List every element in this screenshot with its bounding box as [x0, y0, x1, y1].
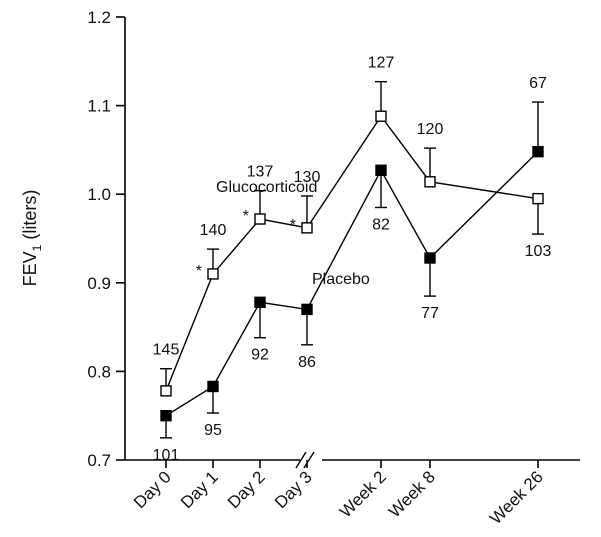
marker-placebo — [207, 380, 219, 393]
y-tick-label: 0.8 — [87, 362, 111, 381]
n-label-placebo: 77 — [421, 305, 439, 322]
y-tick-label: 1.2 — [87, 8, 111, 27]
significance-star: * — [243, 208, 249, 225]
x-tick-label: Week 26 — [486, 467, 547, 528]
x-tick-label: Day 0 — [130, 467, 175, 512]
n-label-placebo: 67 — [529, 75, 547, 92]
y-tick-label: 0.7 — [87, 451, 111, 470]
series-label-placebo: Placebo — [312, 271, 370, 288]
marker-glucocorticoid — [424, 176, 436, 188]
marker-glucocorticoid — [532, 192, 544, 205]
series-lines — [165, 115, 539, 417]
n-label-glucocorticoid: 120 — [417, 121, 444, 138]
series-line-glucocorticoid — [165, 115, 539, 392]
marker-placebo — [301, 303, 313, 316]
axes: FEV1 (liters) — [20, 17, 580, 469]
marker-placebo — [160, 410, 172, 422]
n-label-placebo: 95 — [204, 422, 222, 439]
significance-star: * — [196, 263, 202, 280]
n-label-placebo: 86 — [298, 354, 316, 371]
error-bars — [160, 80, 544, 439]
x-tick-label: Week 8 — [385, 467, 439, 521]
y-tick-label: 1.0 — [87, 185, 111, 204]
n-label-glucocorticoid: 140 — [200, 222, 227, 239]
n-label-placebo: 101 — [153, 447, 180, 464]
series-label-glucocorticoid: Glucocorticoid — [216, 179, 317, 196]
marker-glucocorticoid — [160, 385, 172, 397]
marker-glucocorticoid — [207, 268, 219, 280]
significance-star: * — [290, 217, 296, 234]
x-tick-label: Day 3 — [271, 467, 316, 512]
n-label-glucocorticoid: 130 — [294, 169, 321, 186]
n-label-placebo: 92 — [251, 347, 269, 364]
x-tick-label: Day 2 — [224, 467, 269, 512]
y-ticks: 0.7 0.8 0.9 1.0 1.1 1.2 — [87, 8, 125, 470]
y-tick-label: 0.9 — [87, 274, 111, 293]
n-label-placebo: 82 — [372, 216, 390, 233]
marker-placebo — [375, 164, 387, 176]
x-tick-label: Week 2 — [336, 467, 390, 521]
y-tick-label: 1.1 — [87, 97, 111, 116]
x-tick-label: Day 1 — [177, 467, 222, 512]
n-label-glucocorticoid: 103 — [525, 243, 552, 260]
marker-glucocorticoid — [375, 110, 387, 122]
data-labels: 145 140 137 130 127 120 103 * * * 101 95 92 86 82 77 67 — [153, 55, 552, 464]
y-axis-title: FEV1 (liters) — [20, 190, 44, 287]
n-label-glucocorticoid: 145 — [153, 342, 180, 359]
n-label-glucocorticoid: 137 — [247, 164, 274, 181]
n-label-glucocorticoid: 127 — [368, 55, 395, 72]
axis-break-marker — [295, 451, 315, 469]
marker-placebo — [254, 296, 266, 308]
marker-glucocorticoid — [254, 213, 266, 225]
data-markers — [160, 110, 544, 422]
marker-placebo — [532, 145, 544, 158]
marker-placebo — [424, 252, 436, 264]
marker-glucocorticoid — [301, 222, 313, 234]
